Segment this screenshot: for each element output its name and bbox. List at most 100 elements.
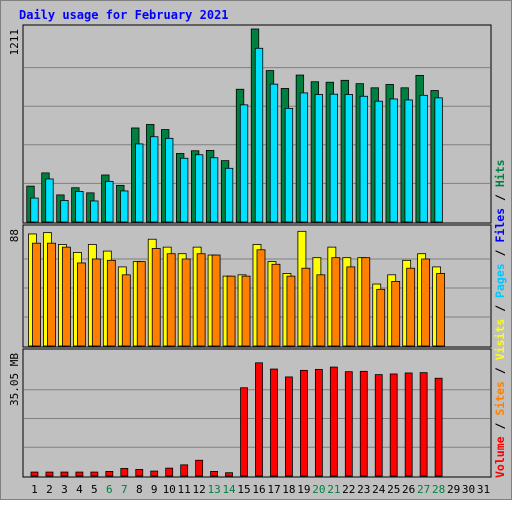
bar-files-day-25	[389, 98, 398, 223]
x-tick-label: 27	[417, 483, 430, 496]
bar-volume-day-21	[329, 366, 338, 477]
bar-volume-day-20	[314, 368, 323, 477]
y-tick-label: 35.05 MB	[8, 353, 21, 406]
bar-volume-day-7	[120, 468, 129, 477]
bar-volume-day-13	[210, 471, 218, 477]
bar-sites-day-5	[91, 258, 101, 347]
bar-volume-day-15	[240, 387, 248, 477]
bar-files-day-7	[120, 190, 129, 223]
bar-files-day-27	[419, 94, 428, 223]
x-tick-label: 4	[76, 483, 83, 496]
bar-sites-day-4	[76, 262, 86, 347]
panel-volume: 35.05 MB	[8, 348, 492, 478]
panel-visits-sites: 88	[8, 224, 492, 348]
bar-sites-day-28	[436, 273, 446, 347]
bar-sites-day-6	[106, 259, 116, 347]
bar-files-day-19	[299, 92, 309, 223]
bar-files-day-17	[269, 83, 279, 223]
x-tick-label: 31	[477, 483, 490, 496]
bar-sites-day-13	[211, 254, 221, 347]
bar-files-day-1	[30, 197, 39, 223]
bar-files-day-5	[90, 200, 99, 223]
bar-volume-day-12	[195, 459, 204, 477]
bar-volume-day-22	[344, 371, 353, 477]
panel-hits-files-pages: 1211	[8, 24, 492, 224]
x-tick-label: 14	[222, 483, 236, 496]
bar-sites-day-16	[256, 249, 266, 347]
bar-sites-day-24	[376, 288, 386, 347]
legend-entry: /	[493, 187, 507, 208]
bar-volume-day-18	[285, 376, 293, 477]
y-tick-label: 88	[8, 229, 21, 242]
bar-volume-day-28	[434, 377, 443, 477]
bar-sites-day-20	[316, 274, 326, 347]
x-tick-label: 26	[402, 483, 415, 496]
x-tick-label: 30	[462, 483, 475, 496]
bar-volume-day-6	[105, 471, 114, 477]
x-tick-label: 7	[121, 483, 128, 496]
bar-sites-day-26	[406, 267, 416, 347]
bar-sites-day-18	[286, 275, 296, 347]
bar-volume-day-23	[359, 370, 368, 477]
bar-files-day-3	[60, 200, 69, 223]
x-tick-label: 25	[387, 483, 400, 496]
bar-sites-day-25	[391, 281, 401, 347]
bar-files-day-20	[314, 94, 324, 223]
bar-files-day-11	[180, 157, 189, 223]
x-tick-label: 13	[207, 483, 220, 496]
x-tick-label: 17	[267, 483, 280, 496]
bar-files-day-8	[135, 143, 144, 223]
x-tick-label: 11	[178, 483, 191, 496]
bar-volume-day-17	[270, 368, 278, 477]
x-tick-label: 15	[237, 483, 250, 496]
bar-files-day-12	[194, 154, 204, 223]
x-tick-label: 29	[447, 483, 460, 496]
bar-volume-day-1	[30, 471, 39, 477]
bar-sites-day-17	[271, 263, 281, 347]
bar-sites-day-1	[32, 242, 41, 347]
bar-files-day-13	[209, 157, 219, 223]
bar-volume-day-19	[300, 369, 308, 477]
x-tick-label: 24	[372, 483, 386, 496]
x-tick-label: 23	[357, 483, 370, 496]
bar-sites-day-11	[181, 258, 191, 347]
bar-sites-day-15	[241, 275, 251, 347]
legend-entry: Volume	[493, 436, 507, 478]
legend-entry: Pages	[493, 263, 507, 298]
bar-files-day-24	[374, 100, 383, 223]
bar-sites-day-3	[62, 246, 71, 347]
x-tick-label: 3	[61, 483, 68, 496]
bar-sites-day-12	[196, 253, 206, 347]
bar-files-day-16	[254, 47, 264, 223]
bar-volume-day-3	[60, 471, 69, 477]
legend-entry: /	[493, 416, 507, 437]
bar-volume-day-8	[135, 469, 144, 477]
bar-files-day-4	[75, 191, 84, 223]
bar-sites-day-22	[346, 266, 356, 347]
bar-sites-day-23	[361, 257, 371, 347]
x-tick-label: 22	[342, 483, 355, 496]
panels-layer: 1211 88 35.05 MB	[8, 24, 492, 478]
bar-volume-day-16	[255, 362, 263, 477]
x-tick-label: 2	[46, 483, 53, 496]
y-tick-label: 1211	[8, 29, 21, 56]
bar-files-day-9	[150, 136, 159, 223]
x-tick-labels: 1 2 3 4 5 6 7 8 9 10 11 12 13 14 15 16 17 18 19 20 21 22 23 24 2…	[31, 483, 490, 496]
x-tick-label: 9	[151, 483, 158, 496]
bar-volume-day-2	[45, 471, 54, 477]
bar-files-day-22	[344, 94, 353, 223]
x-tick-label: 8	[136, 483, 143, 496]
bar-sites-day-9	[151, 248, 161, 347]
x-tick-label: 28	[432, 483, 445, 496]
legend-entry: /	[493, 243, 507, 264]
bar-sites-day-2	[47, 242, 56, 347]
bar-sites-day-10	[166, 253, 176, 347]
bar-volume-day-24	[374, 374, 383, 477]
bar-volume-day-9	[150, 470, 159, 477]
x-tick-label: 10	[163, 483, 176, 496]
legend-entry: Files	[493, 208, 507, 243]
right-legend: Volume / Sites / Visits / Pages / Files …	[493, 159, 507, 478]
bar-files-day-21	[329, 93, 338, 223]
